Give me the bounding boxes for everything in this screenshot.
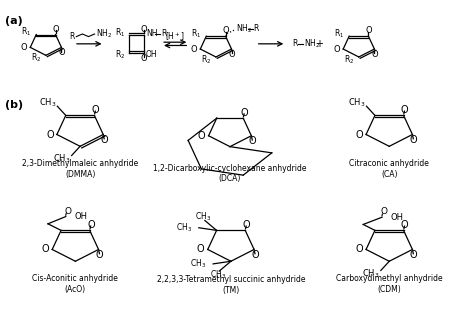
Text: O: O xyxy=(64,207,72,216)
Text: R$_1$: R$_1$ xyxy=(21,26,32,38)
Text: R$_1$: R$_1$ xyxy=(334,27,345,40)
Text: OH: OH xyxy=(74,212,87,221)
Text: NH$_2$: NH$_2$ xyxy=(303,38,319,50)
Text: O: O xyxy=(228,50,235,59)
Text: R$_2$: R$_2$ xyxy=(344,53,354,66)
Text: O: O xyxy=(58,48,65,57)
Text: O: O xyxy=(401,220,409,230)
Text: 2,3-Dimethylmaleic anhydride
(DMMA): 2,3-Dimethylmaleic anhydride (DMMA) xyxy=(22,159,138,179)
Text: O: O xyxy=(96,250,103,260)
Text: CH$_3$: CH$_3$ xyxy=(362,268,380,280)
Text: O: O xyxy=(355,244,363,255)
Text: O: O xyxy=(355,130,363,140)
Text: O: O xyxy=(91,105,100,115)
Text: O: O xyxy=(410,250,417,260)
Text: O: O xyxy=(401,105,409,115)
Text: O: O xyxy=(410,135,417,145)
Text: O: O xyxy=(140,25,147,34)
Text: O: O xyxy=(222,26,229,35)
Text: CH$_3$: CH$_3$ xyxy=(176,221,192,234)
Text: O: O xyxy=(240,108,248,118)
Text: R$_1$: R$_1$ xyxy=(191,27,201,40)
Text: NH: NH xyxy=(146,29,158,38)
Text: O: O xyxy=(41,244,49,255)
Text: R$_2$: R$_2$ xyxy=(115,48,125,61)
Text: NH$_2$: NH$_2$ xyxy=(236,23,252,35)
Text: CH$_3$: CH$_3$ xyxy=(348,97,365,109)
Text: O: O xyxy=(243,220,250,230)
Text: 1,2-Dicarboxylic-cyclohexane anhydride
(DCA): 1,2-Dicarboxylic-cyclohexane anhydride (… xyxy=(153,164,307,183)
Text: O: O xyxy=(334,44,340,53)
Text: (a): (a) xyxy=(5,16,23,26)
Text: Citraconic anhydride
(CA): Citraconic anhydride (CA) xyxy=(349,159,429,179)
Text: O: O xyxy=(191,44,198,53)
Text: OH: OH xyxy=(391,213,403,222)
Text: O: O xyxy=(52,25,59,34)
Text: (b): (b) xyxy=(5,100,23,110)
Text: R: R xyxy=(254,24,259,33)
Text: +: + xyxy=(315,39,323,49)
Text: CH$_3$: CH$_3$ xyxy=(39,97,56,109)
Text: O: O xyxy=(249,136,256,146)
Text: O: O xyxy=(251,250,259,260)
Text: R$_2$: R$_2$ xyxy=(31,52,41,64)
Text: O: O xyxy=(197,244,204,255)
Text: OH: OH xyxy=(146,50,158,59)
Text: R: R xyxy=(161,29,166,38)
Text: R: R xyxy=(292,39,298,48)
Text: Cis-Aconitic anhydride
(AcO): Cis-Aconitic anhydride (AcO) xyxy=(32,275,118,294)
Text: O: O xyxy=(365,26,372,35)
Text: R$_2$: R$_2$ xyxy=(201,53,211,66)
Text: R: R xyxy=(69,32,74,41)
Text: O: O xyxy=(21,43,27,52)
Text: O: O xyxy=(198,131,205,141)
Text: NH$_2$: NH$_2$ xyxy=(97,28,113,40)
Text: O: O xyxy=(100,135,108,145)
Text: CH$_3$: CH$_3$ xyxy=(210,268,226,281)
Text: CH$_3$: CH$_3$ xyxy=(53,153,71,165)
Text: CH$_3$: CH$_3$ xyxy=(191,258,207,270)
Text: O: O xyxy=(140,54,147,63)
Text: 2,2,3,3-Tetramethyl succinic anhydride
(TM): 2,2,3,3-Tetramethyl succinic anhydride (… xyxy=(157,276,305,295)
Text: O: O xyxy=(381,207,388,216)
Text: Carboxydimethyl anhydride
(CDM): Carboxydimethyl anhydride (CDM) xyxy=(336,275,443,294)
Text: CH$_3$: CH$_3$ xyxy=(195,211,211,223)
Text: O: O xyxy=(87,220,95,230)
Text: O: O xyxy=(371,50,378,59)
Text: [H$^+$]: [H$^+$] xyxy=(165,30,185,43)
Text: O: O xyxy=(46,130,54,140)
Text: R$_1$: R$_1$ xyxy=(115,27,125,39)
